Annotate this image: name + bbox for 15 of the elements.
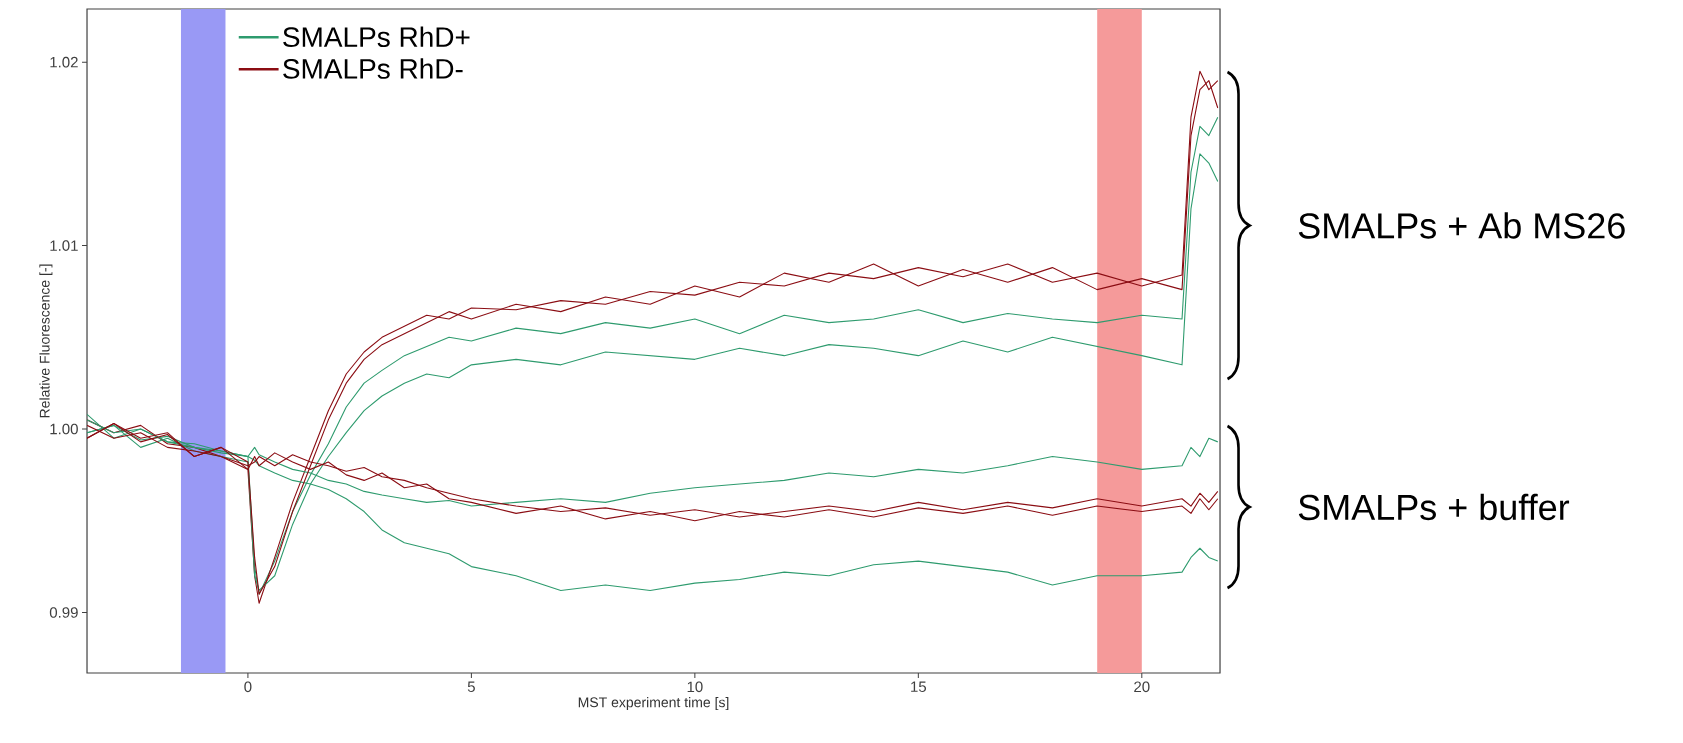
x-tick-label: 0 xyxy=(244,681,252,693)
legend-label: SMALPs RhD+ xyxy=(283,26,470,48)
x-tick-label: 5 xyxy=(467,681,475,692)
x-tick-label: 10 xyxy=(687,681,703,693)
text: SMALPs + buffer xyxy=(1298,493,1570,521)
y-tick-label: 1.00 xyxy=(50,423,78,435)
x-tick-label: 15 xyxy=(911,681,927,692)
y-axis-title: Relative Fluorescence [-] xyxy=(39,264,53,418)
y-tick-label: 0.99 xyxy=(49,607,78,618)
x-axis-title: MST experiment time [s] xyxy=(578,697,729,711)
y-tick-label: 1.01 xyxy=(50,240,78,251)
text: SMALPs + Ab MS26 xyxy=(1298,212,1625,239)
y-tick-label: 1.02 xyxy=(50,56,78,68)
x-tick-label: 20 xyxy=(1134,681,1150,693)
legend-label: SMALPs RhD- xyxy=(283,58,463,79)
